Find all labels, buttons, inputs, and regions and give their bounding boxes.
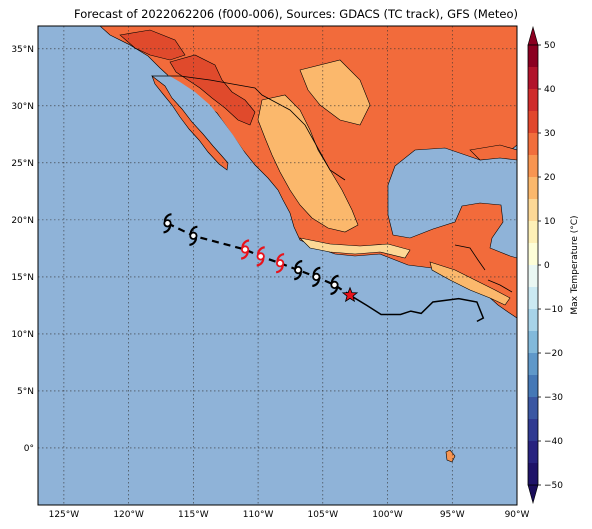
lon-tick-label: 90°W [505, 510, 530, 520]
colorbar-tick-label: 50 [544, 41, 556, 51]
colorbar-level [528, 199, 538, 221]
lon-tick-label: 110°W [243, 510, 274, 520]
guatemala-border [454, 244, 486, 271]
lon-tick-label: 115°W [178, 510, 209, 520]
colorbar-tick-label: 0 [544, 261, 550, 271]
colorbar-level [528, 111, 538, 133]
storm-symbol [294, 260, 303, 281]
galapagos-islands [445, 449, 456, 463]
lon-tick-label: 105°W [308, 510, 339, 520]
lon-tick-label: 125°W [49, 510, 80, 520]
map-frame [37, 25, 518, 506]
colorbar-level [528, 243, 538, 265]
nicaragua-border [487, 279, 513, 293]
storm-symbol [163, 213, 172, 234]
storm-symbol [275, 253, 285, 274]
colorbar-tick-label: −30 [544, 393, 563, 403]
colorbar-tick-label: −20 [544, 349, 563, 359]
colorbar-tick-label: −50 [544, 481, 563, 491]
colorbar-level [528, 463, 538, 485]
colorbar-level [528, 177, 538, 199]
colorbar-level [528, 67, 538, 89]
colorbar-level [528, 45, 538, 67]
colorbar-extend-bottom [527, 484, 539, 505]
observed-track-line [349, 294, 485, 323]
colorbar-label: Max Temperature (°C) [570, 215, 580, 314]
colorbar-extend-top [527, 25, 539, 46]
central-america-mild [429, 261, 511, 306]
colorbar-level [528, 155, 538, 177]
lat-tick-label: 35°N [11, 45, 34, 55]
storm-symbol [330, 274, 339, 295]
colorbar-level [528, 221, 538, 243]
colorbar-level [528, 331, 538, 353]
colorbar-level [528, 353, 538, 375]
current-position-star [341, 286, 359, 303]
mexican-plateau-mild [257, 94, 359, 233]
colorbar-level [528, 397, 538, 419]
colorbar-level [528, 287, 538, 309]
gulf-of-california [168, 75, 250, 166]
sonora-hot-region [169, 54, 256, 126]
colorbar-tick-label: −10 [544, 305, 563, 315]
lat-tick-label: 30°N [11, 102, 34, 112]
us-mexico-border [152, 75, 346, 181]
lon-tick-label: 95°W [440, 510, 465, 520]
forecast-track-line [167, 222, 351, 297]
colorbar-level [528, 133, 538, 155]
storm-symbol [189, 225, 198, 246]
baja-california-land [151, 75, 229, 171]
lat-tick-label: 5°N [17, 387, 34, 397]
land-masses [99, 26, 517, 463]
colorbar-tick-label: 30 [544, 129, 556, 139]
cuba-land [469, 144, 517, 161]
colorbar-tick-label: −40 [544, 437, 563, 447]
southern-mexico-cool [299, 237, 411, 259]
cyclone-track [163, 213, 485, 323]
colorbar-level [528, 265, 538, 287]
lon-tick-label: 120°W [113, 510, 144, 520]
country-borders [152, 75, 513, 293]
colorbar-level [528, 309, 538, 331]
lon-tick-label: 100°W [372, 510, 403, 520]
texas-mild-region [299, 59, 371, 126]
colorbar-level [528, 419, 538, 441]
colorbar-level [528, 375, 538, 397]
lat-tick-label: 0° [24, 444, 34, 454]
storm-symbol [256, 246, 265, 267]
lat-tick-label: 10°N [11, 330, 34, 340]
colorbar-tick-label: 20 [544, 173, 556, 183]
map-title: Forecast of 2022062206 (f000-006), Sourc… [74, 7, 518, 21]
lat-tick-label: 15°N [11, 273, 34, 283]
colorbar-level [528, 441, 538, 463]
storm-symbol [240, 239, 250, 260]
lat-tick-label: 20°N [11, 216, 34, 226]
map-axes: 35°N 30°N 25°N 20°N 15°N 10°N 5°N 0° 125°W 120°W 1… [11, 45, 529, 520]
us-southwest-hot-region [119, 29, 186, 61]
storm-symbol [312, 266, 321, 287]
temperature-colorbar: 50 40 30 20 10 0 −10 −20 −30 −40 −50 Max Temperatur… [527, 25, 580, 505]
colorbar-tick-label: 10 [544, 217, 556, 227]
colorbar-level [528, 89, 538, 111]
lat-tick-label: 25°N [11, 159, 34, 169]
colorbar-tick-label: 40 [544, 85, 556, 95]
